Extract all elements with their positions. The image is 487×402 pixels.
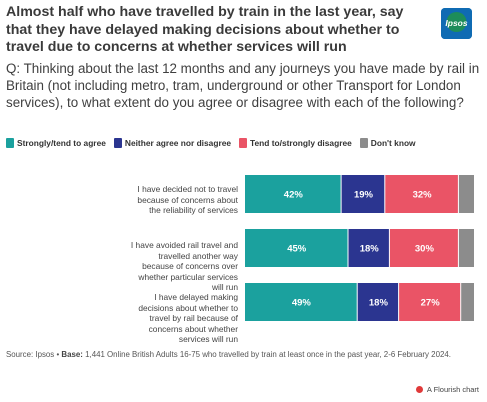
- base-label: Base:: [61, 350, 83, 359]
- ipsos-logo: Ipsos: [441, 8, 472, 39]
- legend-swatch-dont-know: [359, 138, 368, 148]
- bar-label-0-0: 42%: [284, 190, 304, 201]
- bar-segment-1-2[interactable]: [389, 229, 458, 267]
- bar-segment-2-1[interactable]: [357, 283, 399, 321]
- bar-label-1-1: 18%: [360, 244, 380, 255]
- bar-label-0-2: 32%: [413, 190, 433, 201]
- flourish-credit-text: A Flourish chart: [426, 385, 479, 394]
- bar-label-2-2: 27%: [421, 298, 441, 309]
- stacked-bar-chart: I have decided not to travel because of …: [0, 165, 487, 345]
- category-label-2: I have delayed making decisions about wh…: [138, 292, 238, 344]
- bar-segment-0-0[interactable]: [245, 175, 341, 213]
- bar-segment-1-1[interactable]: [348, 229, 389, 267]
- legend-item-agree: Strongly/tend to agree: [6, 138, 106, 148]
- legend-item-dont-know: Don't know: [359, 138, 416, 148]
- bar-label-0-1: 19%: [354, 190, 374, 201]
- bar-segment-1-0[interactable]: [245, 229, 348, 267]
- bars-plot: 42% 19% 32% 45% 18% 30% 49% 18% 27%: [245, 175, 474, 321]
- logo-text: Ipsos: [445, 18, 467, 28]
- category-label-0: I have decided not to travel because of …: [137, 184, 238, 215]
- source-note: Source: Ipsos • Base: 1,441 Online Briti…: [6, 349, 482, 360]
- legend-item-neither: Neither agree nor disagree: [113, 138, 232, 148]
- bar-label-1-2: 30%: [415, 244, 435, 255]
- bar-segment-2-2[interactable]: [399, 283, 461, 321]
- flourish-credit-link[interactable]: A Flourish chart: [415, 385, 479, 394]
- bar-segment-0-2[interactable]: [385, 175, 458, 213]
- legend-swatch-disagree: [239, 138, 248, 148]
- base-text: 1,441 Online British Adults 16-75 who tr…: [85, 350, 451, 359]
- legend-label-dont-know: Don't know: [370, 138, 416, 148]
- bar-label-2-1: 18%: [369, 298, 389, 309]
- legend: Strongly/tend to agree Neither agree nor…: [6, 138, 482, 148]
- category-label-1: I have avoided rail travel and travelled…: [130, 240, 238, 292]
- source-prefix: Source: Ipsos •: [6, 350, 60, 359]
- bar-label-2-0: 49%: [292, 298, 312, 309]
- bar-segment-0-3[interactable]: [458, 175, 474, 213]
- flourish-logo-icon: [415, 386, 423, 393]
- legend-swatch-neither: [113, 138, 122, 148]
- legend-label-neither: Neither agree nor disagree: [124, 138, 232, 148]
- bar-segment-0-1[interactable]: [341, 175, 385, 213]
- legend-swatch-agree: [6, 138, 14, 148]
- bar-label-1-0: 45%: [287, 244, 307, 255]
- legend-label-disagree: Tend to/strongly disagree: [250, 138, 352, 148]
- legend-item-disagree: Tend to/strongly disagree: [239, 138, 352, 148]
- chart-title: Almost half who have travelled by train …: [6, 4, 404, 55]
- legend-label-agree: Strongly/tend to agree: [17, 138, 106, 148]
- chart-subtitle: Q: Thinking about the last 12 months and…: [6, 61, 480, 110]
- bar-segment-2-0[interactable]: [245, 283, 357, 321]
- bar-segment-1-3[interactable]: [458, 229, 474, 267]
- bar-segment-2-3[interactable]: [461, 283, 474, 321]
